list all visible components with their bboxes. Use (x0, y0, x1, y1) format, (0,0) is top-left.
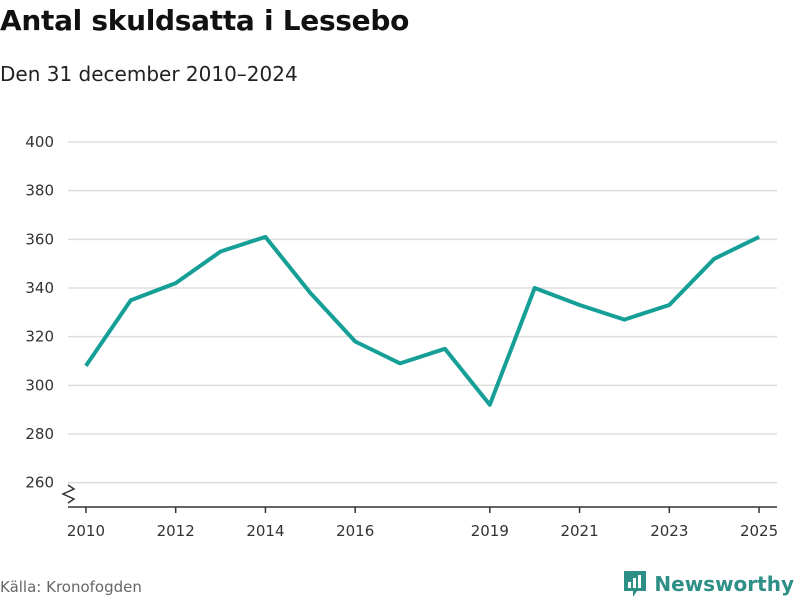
source-note: Källa: Kronofogden (0, 578, 142, 596)
y-tick-label-280: 280 (25, 425, 54, 443)
gridlines (68, 141, 777, 484)
data-point-2023 (667, 303, 671, 307)
data-point-2019 (488, 403, 492, 407)
chart-subtitle: Den 31 december 2010–2024 (0, 62, 298, 86)
axis-break-icon (61, 484, 76, 504)
y-tick-label-380: 380 (25, 182, 54, 200)
data-point-2020 (533, 286, 537, 290)
brand-name: Newsworthy (654, 572, 794, 596)
x-axis-tick-labels: 2010 2012 2014 2016 2019 2021 2023 2025 (67, 522, 778, 540)
y-tick-label-320: 320 (25, 328, 54, 346)
y-tick-label-340: 340 (25, 279, 54, 297)
data-point-2024 (712, 257, 716, 261)
data-point-2013 (219, 250, 223, 254)
data-point-2014 (263, 235, 267, 239)
data-point-2017 (398, 361, 402, 365)
x-tick-label-2014: 2014 (246, 522, 284, 540)
brand-logo: Newsworthy (622, 569, 794, 599)
chart-title: Antal skuldsatta i Lessebo (0, 4, 410, 37)
y-tick-label-260: 260 (25, 474, 54, 492)
x-tick-label-2012: 2012 (157, 522, 195, 540)
x-tick-label-2025: 2025 (740, 522, 778, 540)
newsworthy-logo-icon (624, 571, 647, 597)
y-axis-tick-labels: 260 280 300 320 340 360 380 400 (25, 133, 54, 492)
y-tick-label-400: 400 (25, 133, 54, 151)
series-line-0 (84, 234, 760, 407)
x-tick-label-2023: 2023 (650, 522, 688, 540)
data-point-2022 (622, 318, 626, 322)
x-tick-label-2016: 2016 (336, 522, 374, 540)
x-axis (61, 484, 777, 513)
y-tick-label-360: 360 (25, 230, 54, 248)
data-point-2012 (174, 281, 178, 285)
data-point-2018 (443, 347, 447, 351)
x-tick-label-2010: 2010 (67, 522, 105, 540)
data-point-2011 (129, 298, 133, 302)
y-tick-label-300: 300 (25, 376, 54, 394)
series-layer (84, 234, 761, 407)
x-tick-label-2021: 2021 (560, 522, 598, 540)
data-point-2016 (353, 340, 357, 344)
data-point-2015 (308, 291, 312, 295)
data-point-2021 (578, 303, 582, 307)
x-tick-label-2019: 2019 (471, 522, 509, 540)
data-point-2025 (757, 235, 761, 239)
data-point-2010 (84, 364, 88, 368)
